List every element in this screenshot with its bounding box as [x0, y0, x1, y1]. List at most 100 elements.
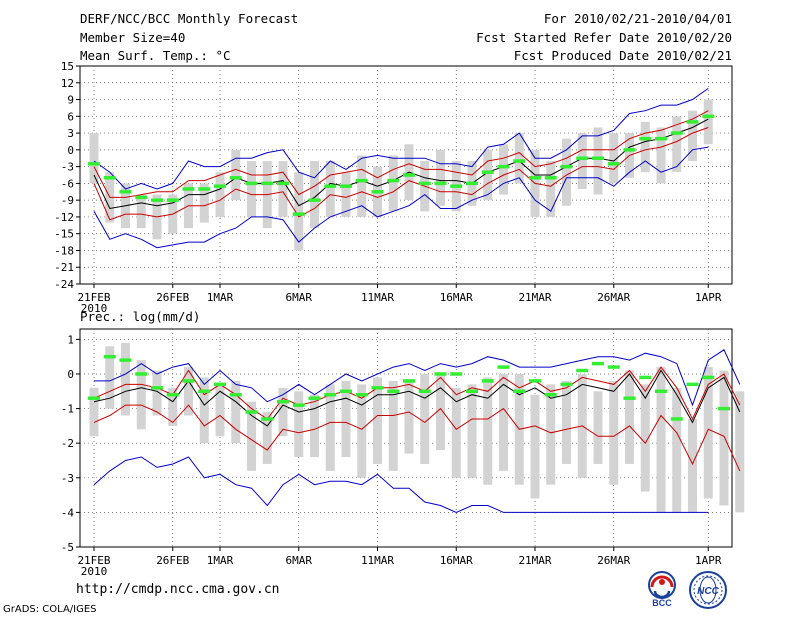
ensemble-bar	[294, 172, 304, 251]
refer-date: Fcst Started Refer Date 2010/02/20	[476, 30, 732, 45]
ensemble-bar	[483, 149, 493, 201]
x-tick-label: 26MAR	[597, 291, 630, 304]
ensemble-bar	[562, 138, 571, 206]
ensemble-bar	[89, 387, 99, 437]
plot-frame	[79, 65, 733, 285]
ensemble-bar	[388, 155, 398, 212]
ensemble-bar	[310, 394, 319, 458]
x-tick-label: 1APR	[695, 554, 722, 567]
x-tick-label: 6MAR	[286, 554, 313, 567]
ensemble-bar	[656, 127, 666, 184]
bcc-logo-text: BCC	[652, 598, 672, 608]
ensemble-bar	[357, 384, 367, 478]
ensemble-bar	[184, 367, 193, 416]
ensemble-bar	[656, 367, 666, 513]
ensemble-bar	[152, 370, 162, 416]
ensemble-bar	[262, 412, 272, 464]
series-line-lower	[93, 404, 741, 472]
ensemble-bar	[121, 342, 130, 416]
ensemble-bar	[89, 133, 99, 184]
y-tick-label: -5	[61, 541, 74, 554]
ensemble-bar	[341, 172, 351, 217]
ensemble-bar	[577, 133, 587, 189]
x-tick-label: 11MAR	[361, 554, 394, 567]
x-tick-label: 11MAR	[361, 291, 394, 304]
ensemble-bar	[278, 387, 288, 437]
y-tick-label: -21	[54, 261, 74, 274]
y-tick-label: 12	[61, 77, 74, 90]
ensemble-bar	[199, 377, 209, 444]
ensemble-bar	[341, 380, 351, 458]
y-tick-label: 6	[67, 110, 74, 123]
series-line-max	[93, 146, 709, 249]
y-tick-label: 3	[67, 127, 74, 140]
chart-title: DERF/NCC/BCC Monthly Forecast	[80, 11, 299, 26]
ensemble-bar	[719, 370, 729, 506]
series-line-mean	[93, 118, 709, 210]
ensemble-bar	[136, 194, 146, 229]
ensemble-bar	[672, 387, 682, 513]
y-tick-label: -2	[61, 437, 74, 450]
ensemble-bar	[467, 384, 477, 478]
ensemble-bar	[609, 380, 619, 485]
ensemble-bar	[625, 370, 634, 464]
ensemble-bar	[215, 384, 225, 437]
ensemble-bar	[436, 149, 445, 206]
y-tick-label: -9	[61, 194, 74, 207]
series-line-max	[93, 456, 709, 513]
ensemble-bar	[436, 373, 445, 451]
y-tick-label: -12	[54, 211, 74, 224]
ensemble-bar	[640, 384, 650, 492]
ensemble-bar	[420, 373, 430, 464]
y-tick-label: 1	[67, 333, 74, 346]
y-tick-label: 15	[61, 60, 74, 73]
y-tick-label: 0	[67, 368, 74, 381]
y-tick-label: -6	[61, 177, 74, 190]
ensemble-bar	[404, 380, 414, 454]
ensemble-bar	[373, 377, 382, 464]
x-tick-label: 21FEB	[77, 554, 110, 567]
ensemble-bar	[247, 401, 256, 471]
x-tick-label: 26MAR	[597, 554, 630, 567]
ensemble-bar	[294, 391, 304, 458]
x-tick-label: 21FEB	[77, 291, 110, 304]
ensemble-bar	[105, 346, 115, 409]
y-tick-label: -3	[61, 472, 74, 485]
ensemble-bar	[514, 133, 524, 184]
member-size-label: Member Size=40	[80, 30, 186, 45]
source-url[interactable]: http://cmdp.ncc.cma.gov.cn	[76, 582, 280, 597]
bcc-logo: BCC	[640, 570, 684, 612]
y-tick-label: -24	[54, 278, 74, 291]
x-tick-label: 26FEB	[156, 554, 189, 567]
x-tick-label: 26FEB	[156, 291, 189, 304]
ensemble-bar	[483, 377, 493, 485]
ensemble-bar	[593, 391, 603, 464]
x-tick-label: 1APR	[695, 291, 722, 304]
forecast-period: For 2010/02/21-2010/04/01	[543, 11, 732, 26]
ensemble-bar	[735, 391, 745, 513]
grads-credit: GrADS: COLA/IGES	[3, 604, 97, 615]
ensemble-bar	[499, 373, 508, 471]
variable-label-temp: Mean Surf. Temp.: °C	[80, 48, 231, 63]
ensemble-bar	[703, 99, 713, 145]
ensemble-bar	[562, 380, 571, 464]
produced-date: Fcst Produced Date 2010/02/21	[513, 48, 732, 63]
series-line-mean	[93, 369, 741, 427]
ensemble-bar	[310, 161, 319, 229]
x-tick-label: 16MAR	[440, 291, 473, 304]
ensemble-bar	[640, 121, 650, 173]
y-tick-label: 0	[67, 144, 74, 157]
ensemble-bar	[688, 418, 697, 513]
ensemble-bar	[231, 380, 241, 444]
series-line-min	[93, 87, 709, 190]
ensemble-bar	[325, 384, 335, 471]
x-tick-label: 1MAR	[207, 291, 234, 304]
x-tick-label: 16MAR	[440, 554, 473, 567]
ensemble-bar	[703, 367, 713, 499]
ncc-logo-text: NCC	[697, 586, 719, 597]
ensemble-bar	[357, 155, 367, 217]
y-tick-label: 9	[67, 94, 74, 107]
y-tick-label: -18	[54, 244, 74, 257]
